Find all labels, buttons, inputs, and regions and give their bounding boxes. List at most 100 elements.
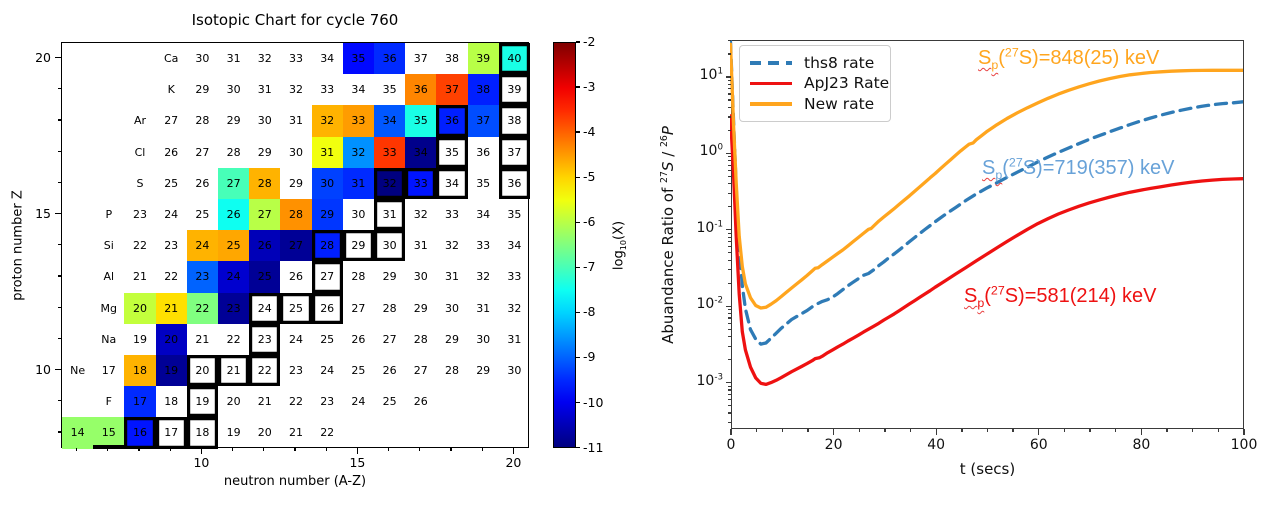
isotope-cell: 27	[218, 167, 250, 199]
x-tick	[263, 447, 265, 451]
colorbar-label: log10(X)	[611, 211, 629, 281]
isotope-cell: 25	[195, 208, 210, 222]
y-minor-tick	[728, 345, 731, 347]
y-minor-tick	[728, 385, 731, 387]
isotope-cell: 23	[186, 261, 218, 293]
right-x-axis-label: t (secs)	[959, 460, 1016, 478]
text-fragment: p	[995, 168, 1003, 182]
y-tick	[57, 306, 61, 308]
isotope-cell: 31	[226, 52, 241, 66]
text-fragment: S	[964, 285, 978, 307]
exponent: -2	[714, 295, 723, 306]
y-tick	[57, 275, 61, 277]
y-tick	[55, 212, 61, 215]
isotope-cell: 35	[507, 208, 522, 222]
isotope-cell: 22	[288, 395, 303, 409]
isotope-cell: 38	[467, 74, 499, 106]
isotope-cell: 30	[311, 167, 343, 199]
text-fragment: Abuandance Ratio of	[659, 182, 677, 344]
y-tick-label: 15	[35, 205, 51, 221]
isotope-cell: 26	[164, 145, 179, 159]
y-minor-tick	[728, 309, 731, 311]
y-tick	[57, 88, 61, 90]
isotope-cell: 25	[218, 230, 250, 262]
legend: ths8 rate ApJ23 Rate New rate	[739, 45, 891, 122]
text-fragment: 27	[1008, 155, 1023, 170]
isotope-cell: 21	[132, 270, 147, 284]
isotope-cell: 18	[124, 355, 156, 387]
y-minor-tick	[728, 236, 731, 238]
isotope-cell: 27	[413, 364, 428, 378]
isotope-cell: 21	[218, 355, 249, 386]
isotope-cell: 30	[257, 114, 272, 128]
x-tick	[481, 447, 483, 451]
isotope-cell: 33	[288, 52, 303, 66]
isotope-cell: 33	[476, 239, 491, 253]
isotope-cell: 29	[444, 332, 459, 346]
isotope-grid: 30 31 32 33 34 35 36 37 38 39 40 Ca 29 30 31 32 33 34 35 36…	[61, 42, 530, 449]
isotope-cell: 32	[257, 52, 272, 66]
isotope-cell: 25	[382, 395, 397, 409]
colorbar-tick	[576, 446, 580, 449]
y-minor-tick	[728, 322, 731, 324]
isotope-cell: 20	[124, 292, 156, 324]
isotope-cell: 35	[476, 176, 491, 190]
element-symbol: Si	[103, 239, 114, 253]
text-fragment: (X)	[611, 220, 627, 240]
isotope-cell: 17	[101, 364, 116, 378]
text-fragment: log	[611, 250, 627, 271]
isotope-cell: 22	[164, 270, 179, 284]
x-tick	[1243, 429, 1245, 435]
isotope-cell: 24	[351, 395, 366, 409]
legend-line-sample	[750, 81, 792, 86]
colorbar	[553, 42, 576, 448]
isotope-cell: 32	[374, 167, 406, 199]
isotope-cell: 38	[444, 52, 459, 66]
legend-label: ApJ23 Rate	[804, 74, 890, 93]
isotope-cell: 22	[249, 355, 280, 386]
element-symbol: Ar	[133, 114, 147, 128]
colorbar-tick	[576, 266, 580, 268]
y-tick	[57, 119, 61, 121]
isotope-cell: 24	[288, 332, 303, 346]
isotope-cell: 32	[311, 105, 343, 137]
isotope-cell: 30	[351, 208, 366, 222]
isotope-cell: 19	[155, 355, 187, 387]
y-tick-label: 10-2	[696, 295, 723, 313]
isotope-cell: 14	[62, 417, 94, 449]
text-fragment: 27	[1004, 45, 1019, 60]
isotope-cell: 29	[413, 301, 428, 315]
isotope-cell: 26	[195, 176, 210, 190]
right-y-axis-label: Abuandance Ratio of 27S / 26P	[659, 85, 677, 385]
colorbar-tick-label: -10	[583, 394, 604, 410]
legend-line-sample	[750, 102, 792, 106]
x-tick	[1140, 429, 1143, 435]
isotope-cell: 28	[444, 364, 459, 378]
isotope-cell: 37	[467, 105, 499, 137]
left-y-axis-label: proton number Z	[10, 190, 26, 301]
isotope-cell: 27	[249, 199, 281, 231]
isotope-cell: 20	[226, 395, 241, 409]
isotope-cell: 39	[499, 74, 530, 105]
isotope-cell: 19	[132, 332, 147, 346]
isotope-cell: 33	[342, 105, 374, 137]
x-tick	[1115, 429, 1117, 432]
colorbar-tick	[576, 401, 580, 404]
y-minor-tick	[728, 398, 731, 401]
isotope-cell: 31	[288, 114, 303, 128]
isotope-cell: 28	[311, 230, 343, 262]
isotope-cell: 23	[218, 292, 250, 324]
isotope-cell: 33	[507, 270, 522, 284]
isotope-cell: 36	[405, 74, 437, 106]
text-fragment: (	[1002, 157, 1009, 179]
y-tick	[55, 56, 61, 59]
isotope-cell: 26	[351, 332, 366, 346]
isotope-cell: 30	[444, 301, 459, 315]
isotope-cell: 33	[374, 136, 406, 168]
isotope-cell: 36	[499, 168, 530, 199]
isotope-cell: 28	[413, 332, 428, 346]
isotope-cell: 31	[374, 199, 405, 230]
colorbar-tick-label: -7	[583, 259, 596, 275]
y-tick-label: 10-1	[696, 219, 723, 236]
isotope-cell: 32	[288, 83, 303, 97]
